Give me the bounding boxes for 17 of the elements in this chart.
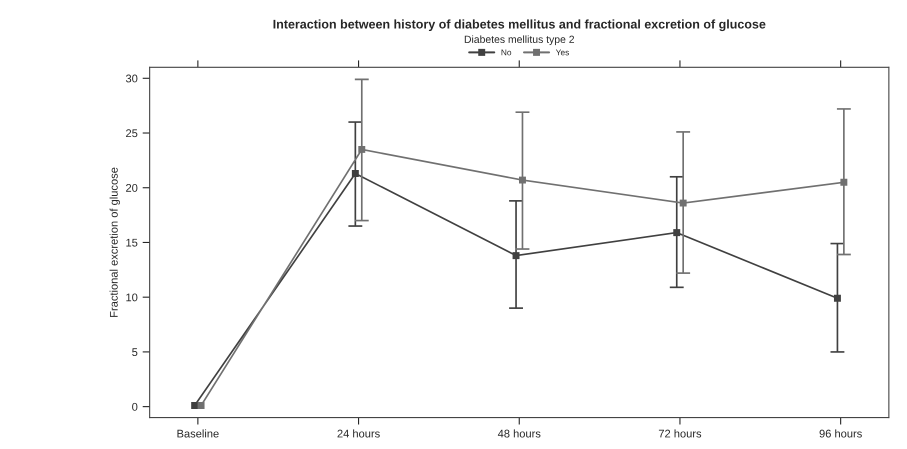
x-tick-label: 24 hours xyxy=(338,429,380,438)
y-tick-label: 25 xyxy=(126,129,138,138)
y-tick-label: 15 xyxy=(126,238,138,247)
y-tick-label: 20 xyxy=(126,184,138,192)
legend-title: Diabetes mellitus type 2 xyxy=(464,35,574,46)
chart-title: Interaction between history of diabetes mellitus and fractional excretion of glucose xyxy=(274,19,766,32)
x-tick-label: Baseline xyxy=(177,429,219,438)
legend-label: Yes xyxy=(556,50,569,56)
x-tick-label: 72 hours xyxy=(658,429,702,438)
x-tick-label: 96 hours xyxy=(820,429,862,438)
y-tick-label: 5 xyxy=(132,348,138,356)
y-axis-title: Fractional excretion of glucose xyxy=(110,168,120,317)
legend-label: No xyxy=(502,50,512,56)
y-tick-label: 0 xyxy=(132,402,138,411)
x-tick-label: 48 hours xyxy=(498,429,540,438)
y-tick-label: 30 xyxy=(126,74,138,82)
y-tick-label: 10 xyxy=(126,293,138,302)
